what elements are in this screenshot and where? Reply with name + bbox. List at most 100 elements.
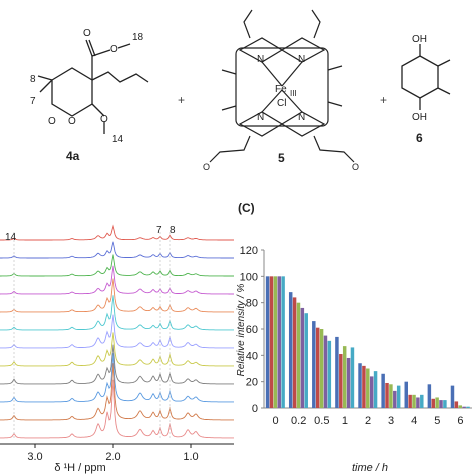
ring-o-label-2: O [68, 116, 76, 127]
chart-bar [350, 347, 355, 408]
chart-x-tick-label: 5 [434, 415, 440, 427]
porphyrin-core [235, 47, 329, 127]
ester-o-label-5b: O [352, 162, 359, 172]
butyl-chain [91, 71, 149, 83]
carbonyl-bond [85, 39, 93, 57]
compound-6-label: 6 [416, 131, 423, 145]
structure-5-labels: N N N N Fe III Cl O O 5 [203, 54, 359, 172]
structure-6 [401, 44, 451, 110]
chart-bar [342, 346, 347, 408]
chart-bar [296, 302, 301, 408]
ester-o-bond [91, 49, 111, 57]
chart-bar [427, 384, 432, 408]
carbonyl-bond-2 [88, 39, 96, 57]
chart-bar [281, 276, 285, 408]
ring-o-label-1: O [48, 116, 56, 127]
chart-y-axis-label: Relative intensity / % [236, 283, 247, 376]
chart-x-ticks: 0 0.2 0.5 1 2 3 4 5 6 [273, 415, 464, 427]
chart-bar [319, 329, 324, 408]
oxidation-state-label: III [290, 89, 297, 98]
relative-intensity-bar-chart: 0 20 40 60 80 100 120 0 0.2 0.5 1 2 3 4 5 6 Relative i… [236, 245, 472, 474]
chart-x-tick-label: 6 [457, 415, 463, 427]
chart-y-tick-label: 40 [246, 350, 258, 362]
chart-bar [381, 373, 385, 408]
chart-bar [408, 394, 412, 408]
chart-bar [466, 406, 470, 408]
nmr-peak-label-7: 7 [156, 225, 162, 236]
n-label-3: N [257, 112, 264, 123]
n-fe-bond-4 [281, 89, 303, 113]
chart-x-tick-label: 0.5 [314, 415, 329, 427]
methyl-7 [39, 79, 53, 93]
oh-label-2: OH [412, 112, 427, 123]
plus-sign-1: + [178, 93, 185, 107]
chart-y-ticks: 0 20 40 60 80 100 120 [240, 245, 264, 415]
nmr-spectrum-trace [0, 265, 234, 295]
chart-bar [277, 276, 281, 408]
carbonyl-o-label: O [83, 28, 91, 39]
chart-x-axis-label: time / h [352, 462, 388, 474]
compound-5-label: 5 [278, 151, 285, 165]
compound-4a-label: 4a [66, 149, 80, 163]
chart-bar [323, 335, 328, 408]
benzene-ring [401, 55, 439, 99]
atom-label-14: 14 [112, 134, 124, 145]
nmr-spectrum-trace [0, 363, 234, 421]
nmr-spectrum-trace [0, 295, 234, 331]
chart-bar [312, 321, 316, 408]
chart-bar [439, 400, 443, 408]
vinyl-group-1 [243, 9, 253, 39]
n-label-1: N [257, 54, 264, 65]
nmr-x-axis-label: δ ¹H / ppm [54, 462, 105, 474]
chart-bar [435, 397, 439, 408]
chart-bar [315, 327, 320, 408]
ester-o-label-5a: O [203, 162, 210, 172]
chart-bar [269, 276, 274, 408]
chart-y-tick-label: 80 [246, 298, 258, 310]
chart-bar [373, 371, 378, 408]
structure-6-labels: OH OH 6 [412, 34, 427, 145]
panel-c-label: (C) [238, 201, 255, 215]
chart-bar [404, 381, 408, 408]
chart-bar [416, 397, 420, 408]
chart-y-tick-label: 20 [246, 377, 258, 389]
nmr-spectrum-trace [0, 332, 234, 367]
n-label-4: N [298, 112, 305, 123]
chart-bar [288, 292, 293, 408]
chart-bar [369, 376, 374, 408]
chart-bar [304, 313, 308, 408]
n-fe-bond-2 [281, 61, 303, 87]
chart-bar [450, 385, 455, 408]
n-fe-bond-1 [261, 61, 283, 87]
nmr-spectrum-trace [0, 278, 235, 313]
chart-bar [273, 276, 278, 408]
nmr-spectrum-trace [0, 379, 234, 439]
chart-y-tick-label: 60 [246, 324, 258, 336]
cl-label: Cl [277, 98, 286, 109]
chart-bar [396, 385, 401, 408]
fe-label: Fe [275, 84, 287, 95]
methyl-porph-3 [221, 105, 237, 111]
chart-bar [393, 390, 397, 408]
chart-x-tick-label: 1 [342, 415, 348, 427]
nmr-x-tick-label-2: 2.0 [105, 451, 120, 463]
chart-x-tick-label: 0 [273, 415, 279, 427]
structure-5 [209, 9, 355, 163]
chart-bar [335, 336, 339, 408]
chart-bar [265, 276, 270, 408]
nmr-spectrum-trace [0, 254, 234, 277]
chart-bar [292, 297, 297, 408]
nmr-x-tick-label-1: 1.0 [183, 451, 198, 463]
chart-bar [339, 354, 343, 408]
chart-x-tick-label: 3 [388, 415, 394, 427]
methyl-6b [437, 87, 451, 95]
nmr-x-tick-label-3: 3.0 [27, 451, 42, 463]
n-label-2: N [298, 54, 305, 65]
oh-label-1: OH [412, 34, 427, 45]
chart-bar [346, 357, 351, 408]
chart-bars [265, 276, 470, 408]
nmr-spectrum-trace [0, 314, 234, 349]
structure-4a-labels: O O 18 8 7 O O O 14 4a [30, 28, 144, 163]
propionate-chain-1 [209, 135, 251, 163]
chart-bar [458, 405, 462, 408]
